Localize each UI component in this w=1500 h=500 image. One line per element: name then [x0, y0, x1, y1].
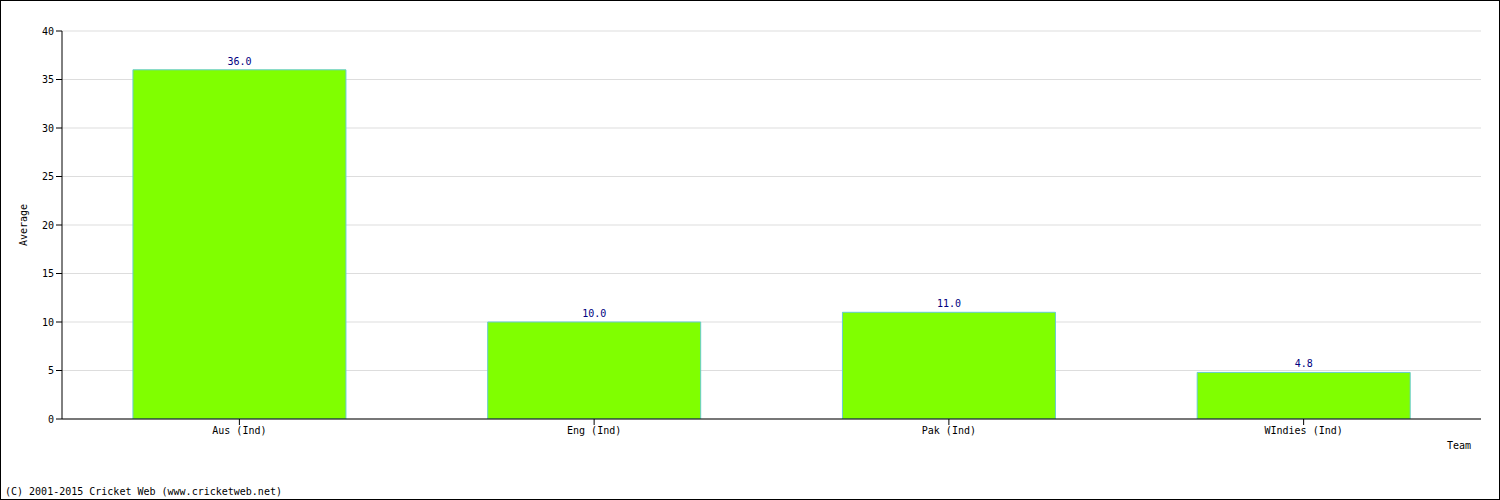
svg-text:10: 10 [42, 317, 54, 328]
svg-text:Aus (Ind): Aus (Ind) [212, 425, 266, 436]
svg-text:35: 35 [42, 74, 54, 85]
svg-text:Eng (Ind): Eng (Ind) [567, 425, 621, 436]
svg-text:0: 0 [48, 414, 54, 425]
svg-text:Average: Average [18, 204, 29, 246]
svg-text:30: 30 [42, 123, 54, 134]
svg-text:15: 15 [42, 268, 54, 279]
svg-text:36.0: 36.0 [227, 56, 251, 67]
svg-text:10.0: 10.0 [582, 308, 606, 319]
svg-text:5: 5 [48, 365, 54, 376]
svg-text:25: 25 [42, 171, 54, 182]
svg-text:4.8: 4.8 [1295, 358, 1313, 369]
svg-text:20: 20 [42, 220, 54, 231]
svg-text:Pak (Ind): Pak (Ind) [922, 425, 976, 436]
svg-text:40: 40 [42, 26, 54, 37]
html-text:(C) 2001-2015 Cricket Web (www: (C) 2001-2015 Cricket Web (www.cricketwe… [5, 486, 282, 497]
svg-text:Team: Team [1447, 440, 1471, 451]
svg-text:WIndies (Ind): WIndies (Ind) [1264, 425, 1342, 436]
svg-text:11.0: 11.0 [937, 298, 961, 309]
